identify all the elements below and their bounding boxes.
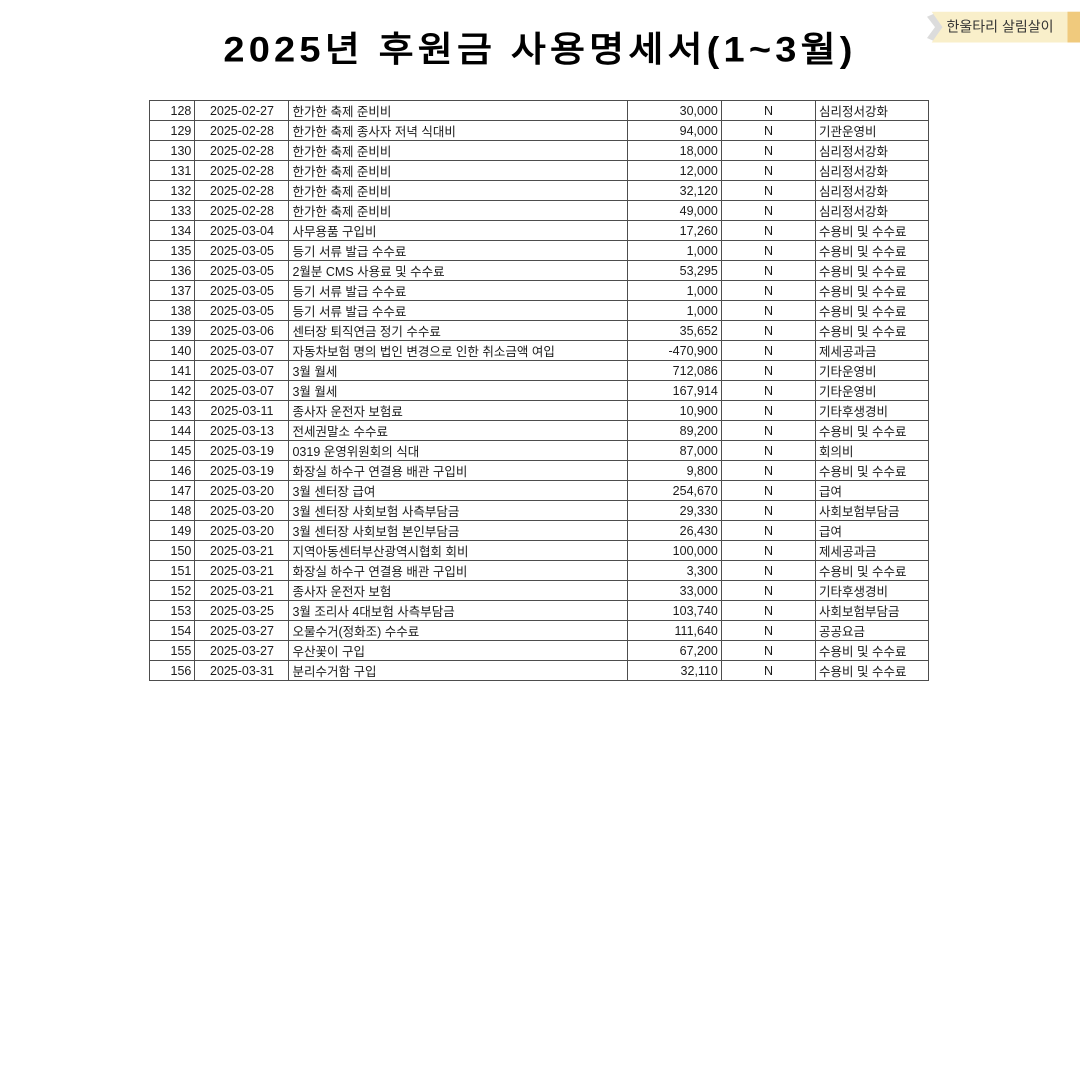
svg-text:한울타리 살림살이: 한울타리 살림살이 <box>947 19 1054 35</box>
